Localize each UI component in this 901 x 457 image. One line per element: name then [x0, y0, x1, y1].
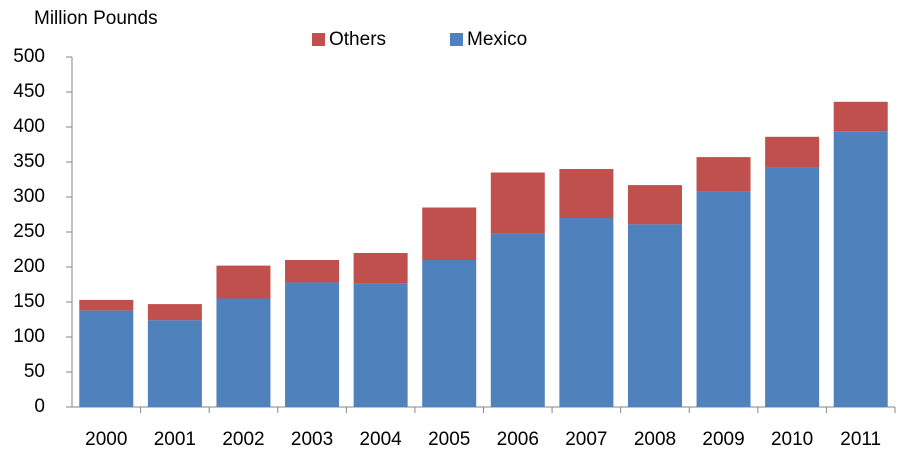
bar-segment: [490, 172, 545, 234]
y-tick-label: 250: [13, 221, 45, 242]
y-tick-label: 100: [13, 326, 45, 347]
bar-segment: [696, 157, 751, 192]
y-tick-label: 50: [24, 361, 45, 382]
bar-segment: [490, 233, 545, 407]
y-tick-label: 300: [13, 186, 45, 207]
bar-segment: [353, 283, 408, 407]
bar-segment: [422, 260, 477, 407]
bar-segment: [216, 265, 271, 299]
y-tick-label: 200: [13, 256, 45, 277]
x-tick-label: 2010: [771, 429, 813, 450]
y-tick-label: 0: [34, 396, 45, 417]
bar-segment: [627, 224, 682, 407]
x-tick-label: 2004: [359, 429, 402, 450]
bar-segment: [765, 167, 820, 407]
bar-segment: [353, 253, 408, 284]
bar-segment: [147, 304, 202, 321]
bar-segment: [285, 282, 340, 407]
x-tick-label: 2003: [291, 429, 333, 450]
bar-segment: [559, 218, 614, 407]
bar-segment: [147, 320, 202, 407]
y-tick-label: 450: [13, 81, 45, 102]
bar-segment: [216, 298, 271, 407]
y-tick-label: 400: [13, 116, 45, 137]
legend-label: Others: [329, 29, 386, 50]
bar-segment: [833, 101, 888, 132]
y-tick-label: 350: [13, 151, 45, 172]
x-tick-label: 2002: [222, 429, 264, 450]
x-tick-label: 2008: [634, 429, 676, 450]
x-tick-label: 2009: [702, 429, 744, 450]
bar-segment: [765, 136, 820, 168]
y-tick-label: 150: [13, 291, 45, 312]
legend-swatch: [312, 33, 325, 46]
x-tick-label: 2007: [565, 429, 607, 450]
x-tick-label: 2001: [154, 429, 196, 450]
y-tick-label: 500: [13, 46, 45, 67]
legend-label: Mexico: [467, 29, 527, 50]
legend-swatch: [450, 33, 463, 46]
y-axis-label: Million Pounds: [34, 8, 158, 29]
bar-segment: [627, 185, 682, 225]
bar-segment: [79, 310, 134, 407]
bar-segment: [422, 207, 477, 260]
x-tick-label: 2011: [840, 429, 881, 450]
bar-segment: [285, 260, 340, 283]
bar-segment: [833, 131, 888, 407]
bar-segment: [559, 169, 614, 218]
bar-segment: [79, 299, 134, 311]
x-tick-label: 2005: [428, 429, 470, 450]
bar-segment: [696, 191, 751, 407]
x-tick-label: 2000: [85, 429, 127, 450]
x-tick-label: 2006: [497, 429, 539, 450]
